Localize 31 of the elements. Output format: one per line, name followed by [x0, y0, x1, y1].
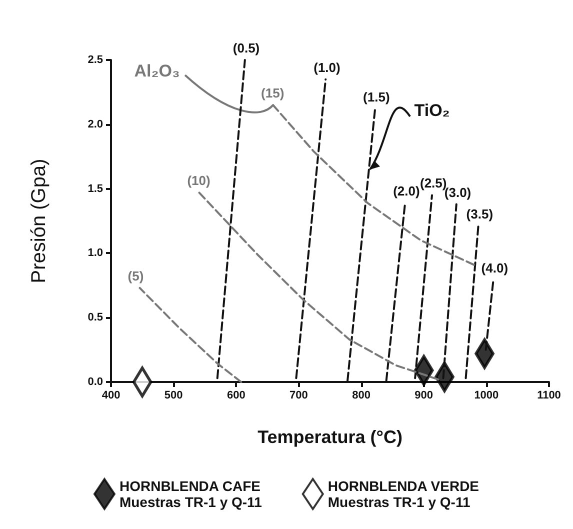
x-tick-label: 1000	[474, 390, 499, 402]
series-label: (10)	[187, 173, 210, 188]
y-tick-label: 1.5	[88, 182, 103, 195]
annotation: Al₂O₃	[134, 62, 180, 81]
series-label: (0.5)	[232, 40, 260, 56]
series-label: (4.0)	[481, 260, 508, 276]
line-series	[138, 286, 242, 383]
series-label: (5)	[128, 268, 144, 284]
legend-label: HORNBLENDA VERDE Muestras TR-1 y Q-11	[328, 478, 480, 510]
x-tick-label: 800	[352, 390, 370, 402]
x-tick-label: 400	[102, 390, 120, 402]
series-label: (2.5)	[420, 176, 447, 191]
annotation: TiO₂	[414, 100, 450, 120]
x-tick-label: 700	[290, 390, 308, 402]
y-axis-title: Presión (Gpa)	[28, 158, 50, 284]
y-tick-label: 2.5	[88, 54, 103, 66]
y-tick-label: 1.0	[88, 247, 103, 260]
y-tick-label: 0.0	[88, 376, 103, 388]
series-label: (15)	[261, 86, 284, 101]
legend-label: HORNBLENDA CAFE Muestras TR-1 y Q-11	[119, 478, 262, 510]
x-tick-label: 600	[226, 390, 246, 402]
series-label: (1.5)	[363, 89, 390, 104]
x-tick-label: 500	[164, 390, 183, 402]
x-tick-label: 900	[414, 390, 434, 402]
series-label: (3.5)	[466, 206, 494, 222]
series-label: (1.0)	[314, 60, 340, 75]
series-label: (2.0)	[393, 183, 420, 198]
y-tick-label: 2.0	[88, 118, 103, 130]
x-tick-label: 1100	[537, 390, 561, 402]
x-axis-title: Temperatura (°C)	[258, 427, 402, 447]
y-tick-label: 0.5	[88, 312, 103, 324]
